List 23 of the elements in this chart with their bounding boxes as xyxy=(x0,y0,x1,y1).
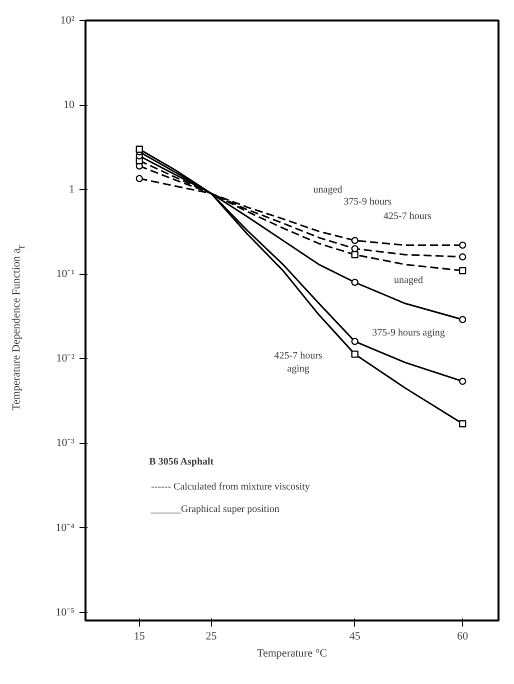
y-tick-label: 10⁻¹ xyxy=(56,268,75,280)
x-tick-label: 15 xyxy=(134,630,146,642)
x-axis-title: Temperature °C xyxy=(257,648,327,660)
y-tick-label: 10 xyxy=(64,99,75,112)
y-tick-label: 10⁻³ xyxy=(56,437,76,450)
annotation: unaged xyxy=(394,275,423,286)
annotation: unaged xyxy=(313,184,342,196)
y-tick-label: 10⁻² xyxy=(56,352,76,365)
annotation: 425-7 hours xyxy=(384,211,432,222)
y-tick-label: 10⁻⁵ xyxy=(56,606,75,618)
y-tick-label: 10⁻⁴ xyxy=(56,522,75,534)
x-tick-label: 60 xyxy=(457,630,469,642)
annotation: 375-9 hours xyxy=(344,196,392,208)
annotation: ______Graphical super position xyxy=(150,504,280,516)
y-tick-label: 1 xyxy=(69,184,74,196)
y-tick-label: 10² xyxy=(60,14,76,26)
annotation: 425-7 hours aging xyxy=(274,350,322,375)
x-tick-label: 45 xyxy=(349,630,361,642)
y-axis-title: Temperature Dependence Function aT xyxy=(10,244,26,410)
annotation: ------ Calculated from mixture viscosity xyxy=(151,481,310,492)
annotation: B 3056 Asphalt xyxy=(149,456,214,468)
annotation: 375-9 hours aging xyxy=(372,328,445,339)
x-tick-label: 25 xyxy=(206,630,218,642)
